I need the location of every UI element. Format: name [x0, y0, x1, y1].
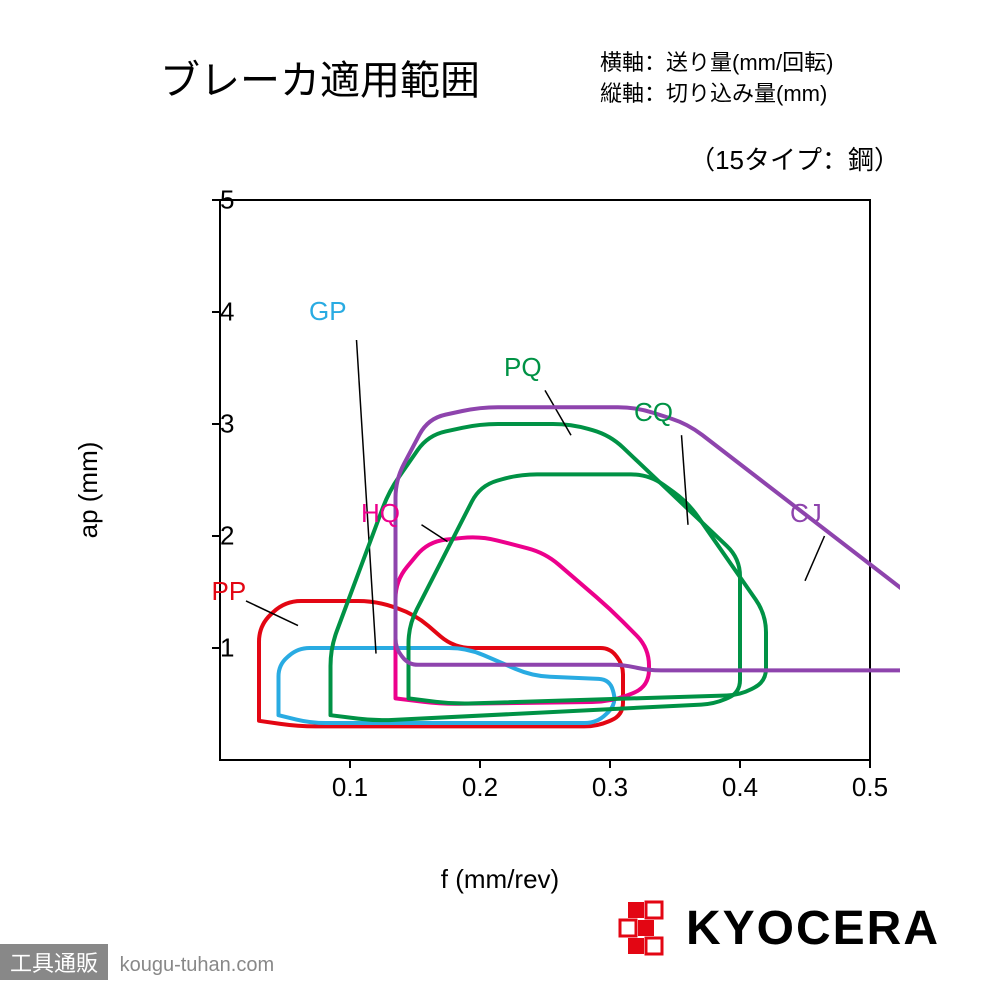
region-label-cj: CJ	[790, 498, 822, 529]
brand-logo: KYOCERA	[610, 896, 940, 960]
region-label-gp: GP	[309, 296, 347, 327]
x-tick: 0.5	[852, 772, 888, 803]
logo-text: KYOCERA	[686, 901, 940, 956]
kyocera-icon	[610, 896, 674, 960]
x-tick: 0.1	[332, 772, 368, 803]
subtitle: （15タイプ：鋼）	[689, 140, 900, 177]
x-tick: 0.4	[722, 772, 758, 803]
chart-area: ap (mm) f (mm/rev) 123450.10.20.30.40.5 …	[100, 180, 900, 800]
chart-svg	[100, 180, 900, 800]
x-tick: 0.3	[592, 772, 628, 803]
x-axis-label: f (mm/rev)	[441, 864, 559, 895]
footer-badge: 工具通販	[0, 944, 108, 980]
footer-url: kougu-tuhan.com	[120, 954, 275, 976]
y-axis-label: ap (mm)	[73, 442, 104, 539]
axis-note-x: 横軸：送り量(mm/回転)	[600, 48, 833, 79]
x-tick: 0.2	[462, 772, 498, 803]
page-title: ブレーカ適用範囲	[160, 48, 480, 106]
axis-note-y: 縦軸：切り込み量(mm)	[600, 79, 833, 110]
footer-left: 工具通販 kougu-tuhan.com	[0, 944, 274, 980]
region-label-pp: PP	[212, 576, 247, 607]
region-label-hq: HQ	[361, 498, 400, 529]
region-label-cq: CQ	[634, 397, 673, 428]
region-label-pq: PQ	[504, 352, 542, 383]
axis-note: 横軸：送り量(mm/回転) 縦軸：切り込み量(mm)	[600, 48, 833, 110]
